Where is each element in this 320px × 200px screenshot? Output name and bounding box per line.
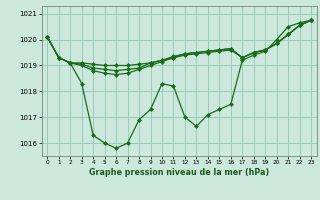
X-axis label: Graphe pression niveau de la mer (hPa): Graphe pression niveau de la mer (hPa) — [89, 168, 269, 177]
